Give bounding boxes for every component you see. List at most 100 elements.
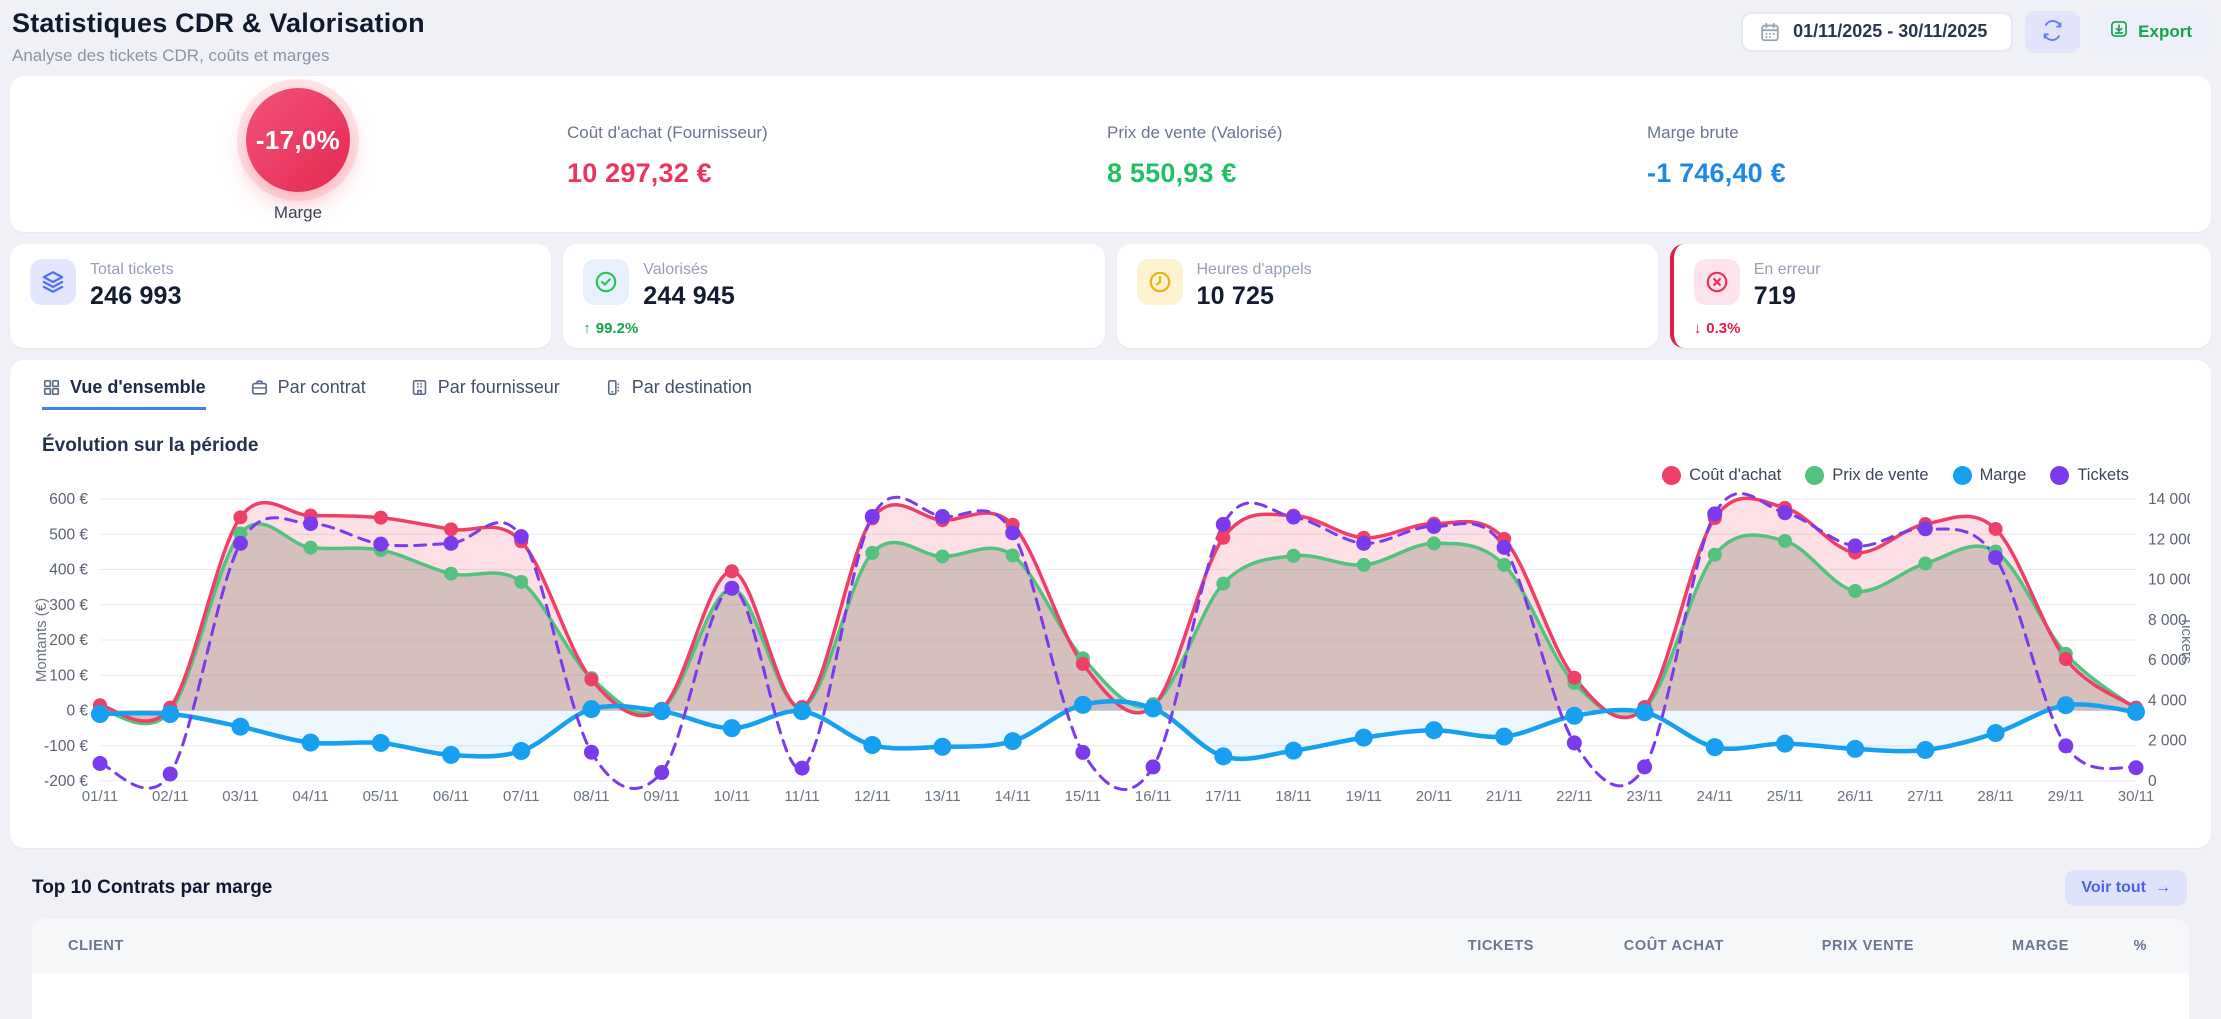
svg-text:400 €: 400 €	[49, 562, 88, 579]
refresh-icon	[2042, 19, 2063, 44]
tab-label: Par destination	[631, 377, 752, 397]
table-body	[32, 973, 2189, 1019]
svg-text:200 €: 200 €	[49, 632, 88, 649]
metric-value: 10 297,32 €	[567, 158, 712, 188]
table-header-row: CLIENT TICKETS COÛT ACHAT PRIX VENTE MAR…	[32, 919, 2189, 973]
tab-label: Vue d'ensemble	[70, 377, 206, 397]
export-label: Export	[2138, 21, 2192, 41]
refresh-button[interactable]	[2025, 10, 2081, 53]
svg-text:23/11: 23/11	[1626, 788, 1662, 805]
export-button[interactable]: Export	[2092, 10, 2209, 53]
kpi-label: En erreur	[1753, 261, 1821, 278]
svg-text:27/11: 27/11	[1907, 788, 1943, 805]
metric-label: Marge brute	[1647, 123, 1739, 142]
metric-marge-brute: Marge brute -1 746,40 €	[1647, 123, 1786, 189]
top-contracts-table: CLIENT TICKETS COÛT ACHAT PRIX VENTE MAR…	[32, 919, 2189, 1019]
svg-text:20/11: 20/11	[1416, 788, 1452, 805]
tab-label: Par contrat	[277, 377, 366, 397]
tab-label: Par fournisseur	[437, 377, 560, 397]
legend-dot	[1662, 466, 1682, 485]
col-client: CLIENT	[68, 938, 124, 954]
svg-text:14 000: 14 000	[2148, 491, 2190, 508]
header-controls: 01/11/2025 - 30/11/2025 Export	[1741, 8, 2209, 53]
svg-text:01/11: 01/11	[82, 788, 118, 805]
phone-icon	[604, 378, 623, 397]
svg-text:300 €: 300 €	[49, 597, 88, 614]
page-title: Statistiques CDR & Valorisation	[12, 8, 425, 38]
tab-vue-densemble[interactable]: Vue d'ensemble	[42, 377, 206, 410]
top-contracts-title: Top 10 Contrats par marge	[32, 877, 273, 898]
kpi-delta-value: 99.2%	[595, 320, 639, 337]
kpi-label: Heures d'appels	[1196, 261, 1312, 278]
overview-panel: Vue d'ensemble Par contrat Par fournisse…	[10, 360, 2211, 848]
legend-item-tickets[interactable]: Tickets	[2050, 466, 2129, 485]
svg-text:16/11: 16/11	[1135, 788, 1171, 805]
margin-gauge-label: Marge	[273, 203, 323, 222]
clock-icon	[1136, 259, 1183, 305]
svg-text:24/11: 24/11	[1697, 788, 1733, 805]
col-marge: MARGE	[2012, 938, 2069, 954]
svg-text:18/11: 18/11	[1275, 788, 1311, 805]
building-icon	[410, 378, 429, 397]
svg-text:19/11: 19/11	[1346, 788, 1382, 805]
metric-label: Prix de vente (Valorisé)	[1107, 123, 1283, 142]
tab-par-destination[interactable]: Par destination	[604, 377, 752, 410]
svg-text:15/11: 15/11	[1065, 788, 1101, 805]
svg-text:05/11: 05/11	[363, 788, 399, 805]
svg-text:07/11: 07/11	[503, 788, 539, 805]
view-all-button[interactable]: Voir tout →	[2065, 870, 2187, 906]
svg-text:0: 0	[2148, 773, 2157, 790]
metric-prix-vente: Prix de vente (Valorisé) 8 550,93 €	[1107, 123, 1282, 189]
kpi-heures-appels: Heures d'appels 10 725	[1116, 244, 1658, 348]
svg-text:22/11: 22/11	[1556, 788, 1592, 805]
svg-text:10 000: 10 000	[2148, 572, 2190, 589]
svg-text:02/11: 02/11	[152, 788, 188, 805]
svg-text:12/11: 12/11	[854, 788, 890, 805]
svg-text:-100 €: -100 €	[44, 738, 88, 755]
svg-text:13/11: 13/11	[924, 788, 960, 805]
briefcase-icon	[250, 378, 269, 397]
chart-canvas[interactable]: -200 € -100 € 0 € 100 € 200 € 300 € 400 € 500 €…	[30, 463, 2196, 815]
kpi-value: 244 945	[643, 282, 736, 310]
tab-par-contrat[interactable]: Par contrat	[250, 377, 366, 410]
svg-text:28/11: 28/11	[1977, 788, 2013, 805]
svg-text:2 000: 2 000	[2148, 733, 2187, 750]
legend-item-prix-de-vente[interactable]: Prix de vente	[1805, 466, 1929, 485]
svg-text:0 €: 0 €	[66, 703, 88, 720]
svg-text:600 €: 600 €	[49, 491, 88, 508]
export-icon	[2109, 19, 2129, 44]
svg-text:25/11: 25/11	[1767, 788, 1803, 805]
col-tickets: TICKETS	[1467, 938, 1534, 954]
svg-text:14/11: 14/11	[994, 788, 1030, 805]
margin-gauge-circle: -17,0%	[246, 88, 350, 192]
svg-text:26/11: 26/11	[1837, 788, 1873, 805]
metric-value: -1 746,40 €	[1647, 158, 1786, 188]
page-subtitle: Analyse des tickets CDR, coûts et marges	[12, 46, 330, 65]
kpi-delta: ↓ 0.3%	[1694, 320, 2191, 337]
svg-text:06/11: 06/11	[433, 788, 469, 805]
kpi-delta: ↑ 99.2%	[583, 320, 1084, 337]
metric-label: Coût d'achat (Fournisseur)	[567, 123, 768, 142]
svg-text:-200 €: -200 €	[44, 773, 88, 790]
kpi-en-erreur: En erreur 719 ↓ 0.3%	[1669, 244, 2211, 348]
legend-dot	[1805, 466, 1825, 485]
svg-text:21/11: 21/11	[1486, 788, 1522, 805]
kpi-value: 10 725	[1196, 282, 1275, 310]
arrow-right-icon: →	[2155, 879, 2171, 896]
legend-item-marge[interactable]: Marge	[1952, 466, 2026, 485]
kpi-value: 246 993	[90, 282, 182, 310]
col-cout-achat: COÛT ACHAT	[1623, 938, 1724, 954]
layers-icon	[30, 259, 76, 305]
legend-item-cout-achat[interactable]: Coût d'achat	[1662, 466, 1781, 485]
margin-gauge-value: -17,0%	[255, 124, 341, 155]
metric-cout-achat: Coût d'achat (Fournisseur) 10 297,32 €	[567, 123, 768, 189]
svg-text:6 000: 6 000	[2148, 652, 2187, 669]
check-circle-icon	[583, 259, 630, 305]
date-range-picker[interactable]: 01/11/2025 - 30/11/2025	[1741, 11, 2014, 52]
kpi-row: Total tickets 246 993 Valorisés 244 945 …	[10, 244, 2211, 348]
svg-text:10/11: 10/11	[714, 788, 750, 805]
svg-text:8 000: 8 000	[2148, 612, 2187, 629]
tab-par-fournisseur[interactable]: Par fournisseur	[410, 377, 560, 410]
chart-legend: Coût d'achat Prix de vente Marge Tickets	[1662, 466, 2129, 485]
